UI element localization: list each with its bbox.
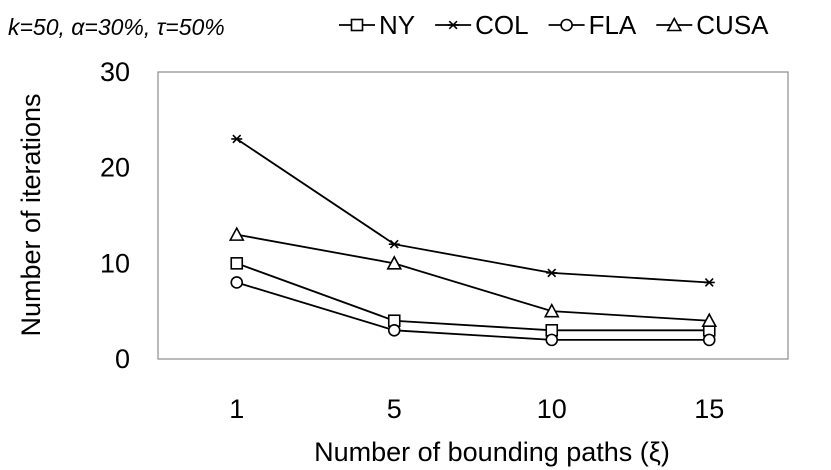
y-tick-label: 20 bbox=[100, 153, 130, 183]
data-point-fla bbox=[702, 333, 716, 347]
legend-marker-ny bbox=[350, 18, 364, 32]
series-cusa bbox=[228, 226, 718, 328]
legend-marker-cusa bbox=[666, 16, 683, 32]
x-tick-label: 5 bbox=[387, 394, 402, 424]
data-point-cusa bbox=[543, 302, 560, 318]
legend-item-cusa: CUSA bbox=[656, 10, 769, 40]
series-group bbox=[228, 134, 718, 347]
data-point-col bbox=[546, 268, 558, 278]
y-tick-label: 10 bbox=[100, 248, 130, 278]
legend-marker-col bbox=[447, 20, 459, 30]
legend-item-fla: FLA bbox=[548, 10, 637, 40]
series-line-col bbox=[236, 138, 710, 284]
series-line-ny bbox=[236, 262, 710, 332]
data-point-fla bbox=[387, 323, 401, 337]
x-tick-label: 10 bbox=[537, 394, 567, 424]
series-col bbox=[231, 134, 715, 287]
legend-label-col: COL bbox=[475, 10, 528, 40]
y-axis-title: Number of iterations bbox=[16, 93, 46, 336]
legend-marker-fla bbox=[560, 18, 573, 32]
plot-area bbox=[157, 71, 789, 360]
y-tick-label: 0 bbox=[115, 344, 130, 374]
series-fla bbox=[230, 276, 716, 347]
series-line-fla bbox=[236, 281, 710, 341]
legend-item-ny: NY bbox=[339, 10, 415, 40]
chart-parameters: k=50, α=30%, τ=50% bbox=[8, 14, 225, 40]
data-point-col bbox=[388, 239, 400, 249]
x-axis-title: Number of bounding paths (ξ) bbox=[314, 437, 670, 467]
data-point-cusa bbox=[386, 255, 403, 270]
y-tick-label: 30 bbox=[100, 57, 130, 87]
series-ny bbox=[230, 257, 716, 337]
x-axis-ticks: 1 5 10 15 bbox=[229, 394, 724, 424]
legend: NY COL FLA CUSA bbox=[339, 10, 769, 40]
y-axis-ticks: 0 10 20 30 bbox=[100, 57, 130, 374]
x-tick-label: 15 bbox=[694, 394, 724, 424]
data-point-col bbox=[231, 134, 243, 144]
legend-label-fla: FLA bbox=[589, 10, 637, 40]
legend-label-cusa: CUSA bbox=[696, 10, 769, 40]
data-point-col bbox=[703, 278, 715, 287]
data-point-fla bbox=[230, 276, 244, 289]
x-tick-label: 1 bbox=[229, 394, 244, 424]
data-point-ny bbox=[230, 257, 244, 270]
legend-item-col: COL bbox=[435, 10, 529, 40]
data-point-fla bbox=[545, 333, 559, 347]
data-point-cusa bbox=[228, 226, 245, 241]
series-line-cusa bbox=[236, 233, 710, 322]
legend-label-ny: NY bbox=[379, 10, 415, 40]
data-point-cusa bbox=[701, 312, 718, 328]
